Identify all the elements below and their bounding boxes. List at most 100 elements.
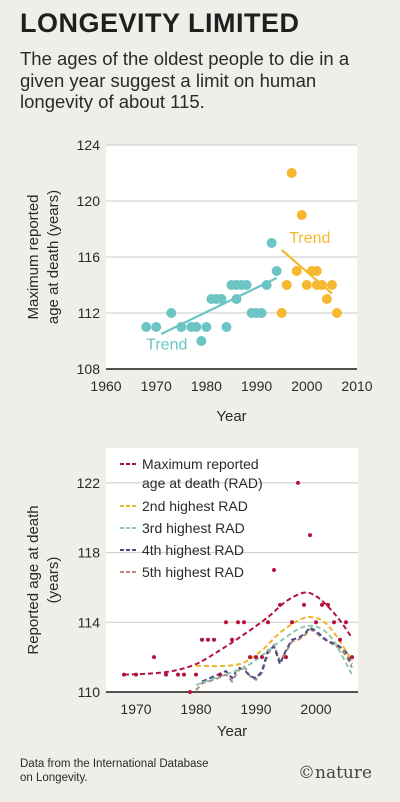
data-point: [256, 308, 267, 318]
page-title: LONGEVITY LIMITED: [20, 8, 300, 38]
data-point: [221, 322, 232, 332]
y-tick-label: 120: [77, 193, 101, 209]
data-point: [212, 637, 216, 642]
data-point: [326, 602, 330, 607]
data-point: [164, 672, 168, 677]
data-point: [350, 655, 354, 660]
data-point: [196, 336, 207, 346]
x-tick-label: 1990: [240, 701, 271, 717]
data-point: [338, 637, 342, 642]
data-point: [236, 620, 240, 625]
data-point: [291, 266, 302, 276]
page-subtitle: The ages of the oldest people to die in …: [20, 48, 350, 112]
x-tick-label: 1980: [180, 701, 211, 717]
data-point: [296, 210, 307, 220]
nature-logo: ©nature: [298, 763, 373, 783]
x-tick-label: 1980: [191, 378, 222, 394]
legend-label: 2nd highest RAD: [142, 498, 248, 514]
x-axis-label: Year: [217, 723, 247, 740]
trend-line: [280, 249, 333, 295]
data-point: [254, 655, 258, 660]
legend-label: 3rd highest RAD: [142, 520, 245, 536]
data-point: [218, 672, 222, 677]
y-tick-label: 122: [77, 475, 101, 491]
data-point: [266, 620, 270, 625]
data-point: [266, 238, 277, 248]
data-point: [151, 322, 162, 332]
data-point: [331, 308, 342, 318]
x-tick-label: 2000: [291, 378, 322, 394]
data-point: [271, 266, 282, 276]
y-tick-label: 110: [78, 684, 101, 700]
data-point: [201, 322, 212, 332]
x-tick-label: 1970: [141, 378, 172, 394]
y-tick-label: 124: [77, 137, 101, 153]
data-point: [332, 620, 336, 625]
data-point: [286, 168, 297, 178]
footnote: Data from the International Database on …: [20, 758, 209, 784]
y-tick-label: 114: [78, 614, 101, 630]
data-point: [224, 620, 228, 625]
data-point: [141, 322, 152, 332]
trend-label: Trend: [289, 230, 330, 247]
data-point: [314, 620, 318, 625]
data-point: [320, 602, 324, 607]
data-point: [321, 294, 332, 304]
data-point: [188, 690, 192, 694]
data-point: [276, 308, 287, 318]
plot-area: [106, 448, 358, 692]
y-axis-label: age at death (years): [45, 190, 62, 324]
data-point: [281, 280, 292, 290]
data-point: [296, 480, 300, 485]
y-tick-label: 116: [78, 249, 101, 265]
series-line: [195, 624, 353, 686]
data-point: [166, 308, 177, 318]
data-point: [344, 620, 348, 625]
data-point: [290, 620, 294, 625]
data-point: [176, 672, 180, 677]
x-tick-label: 1990: [241, 378, 272, 394]
data-point: [248, 655, 252, 660]
data-point: [216, 294, 227, 304]
y-tick-label: 108: [77, 361, 101, 377]
data-point: [272, 568, 276, 572]
data-point: [278, 602, 282, 607]
data-point: [302, 602, 306, 607]
data-point: [122, 672, 126, 677]
data-point: [182, 672, 186, 677]
y-axis-label: Maximum reported: [25, 194, 42, 319]
x-tick-label: 1960: [90, 378, 121, 394]
data-point: [194, 672, 198, 677]
chart-max-age-scatter: 108 112 116 120 124 1960 1970 1980 1990 2000 2010 Y…: [25, 137, 373, 425]
data-point: [242, 620, 246, 625]
y-tick-label: 112: [78, 305, 101, 321]
legend-label: Maximum reported: [142, 456, 259, 472]
data-point: [308, 533, 312, 538]
data-point: [200, 637, 204, 642]
y-tick-label: 118: [78, 545, 101, 561]
y-axis-label: Reported age at death: [25, 505, 42, 654]
data-point: [241, 280, 252, 290]
x-tick-label: 1970: [120, 701, 151, 717]
trend-line: [160, 277, 278, 335]
brand-name: nature: [315, 763, 373, 783]
y-axis-label: (years): [45, 557, 62, 604]
data-point: [191, 322, 202, 332]
series-line: [195, 627, 353, 691]
legend-label: 4th highest RAD: [142, 542, 244, 558]
x-tick-label: 2010: [341, 378, 372, 394]
trend-label: Trend: [146, 336, 187, 353]
x-axis-label: Year: [216, 408, 246, 425]
data-point: [260, 655, 264, 660]
legend-label: 5th highest RAD: [142, 564, 244, 580]
data-point: [326, 280, 337, 290]
data-point: [152, 655, 156, 660]
data-point: [230, 637, 234, 642]
data-point: [284, 655, 288, 660]
data-point: [311, 266, 322, 276]
x-tick-label: 2000: [300, 701, 331, 717]
data-point: [206, 637, 210, 642]
legend-label: age at death (RAD): [142, 475, 263, 491]
data-point: [301, 280, 312, 290]
series-line: [195, 616, 353, 668]
